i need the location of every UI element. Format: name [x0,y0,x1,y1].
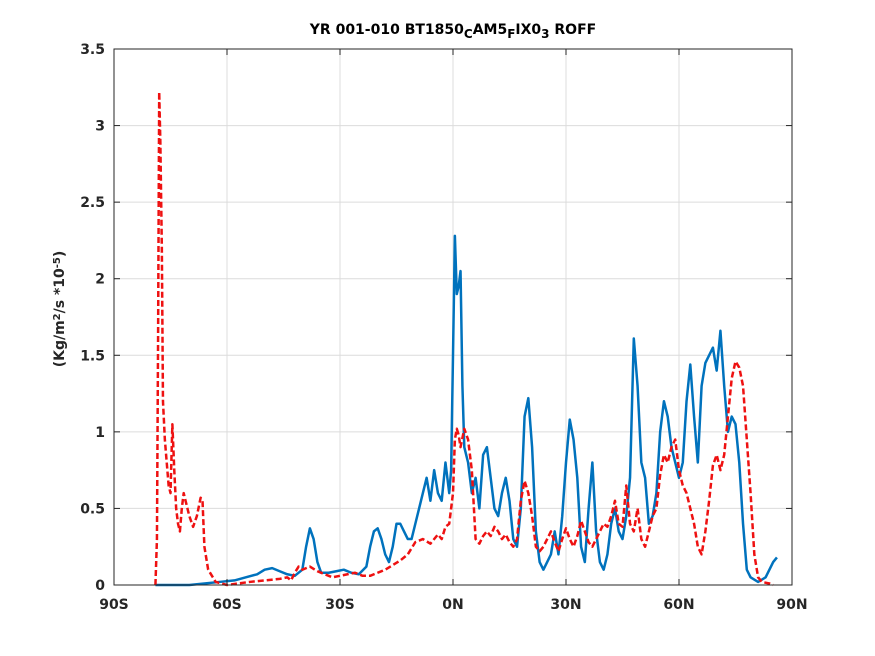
y-axis-label-part: /s *10 [52,268,68,313]
y-axis-label-part: 2 [52,313,63,320]
y-tick-label: 2.5 [80,195,105,211]
y-tick-label: 0 [95,578,105,594]
series-layer [154,90,778,587]
x-tick-label: 90S [99,597,129,613]
title-part: IX0 [515,22,541,38]
title-part: AM5 [473,22,508,38]
x-tick-label: 60N [663,597,694,613]
y-axis-label-part: (Kg/m [52,320,68,367]
x-tick-label: 60S [212,597,242,613]
ticks: 90S 60S 30S 0N 30N 60N 90N 0 0.5 1 1.5 2 2.5 3 3.5 [80,42,807,613]
y-axis-label-part: -5 [52,257,63,268]
chart-title: YR 001-010 BT1850CAM5FIX03 ROFF [309,22,596,41]
title-part: ROFF [550,22,597,38]
x-tick-label: 0N [442,597,463,613]
y-tick-label: 3 [95,119,105,135]
y-axis-label-part: ) [52,251,68,257]
series-line-2 [154,90,774,587]
y-tick-label: 0.5 [80,501,105,517]
y-tick-label: 2 [95,272,105,288]
y-tick-label: 1 [95,425,105,441]
x-tick-label: 30N [550,597,581,613]
title-part: F [507,27,515,41]
x-tick-label: 90N [776,597,807,613]
title-part: C [464,27,473,41]
y-tick-label: 3.5 [80,42,105,58]
title-part: YR 001-010 BT1850 [309,22,464,38]
x-tick-label: 30S [325,597,355,613]
y-axis-label: (Kg/m2/s *10-5) [52,251,68,368]
title-part: 3 [541,27,549,41]
y-tick-label: 1.5 [80,348,105,364]
